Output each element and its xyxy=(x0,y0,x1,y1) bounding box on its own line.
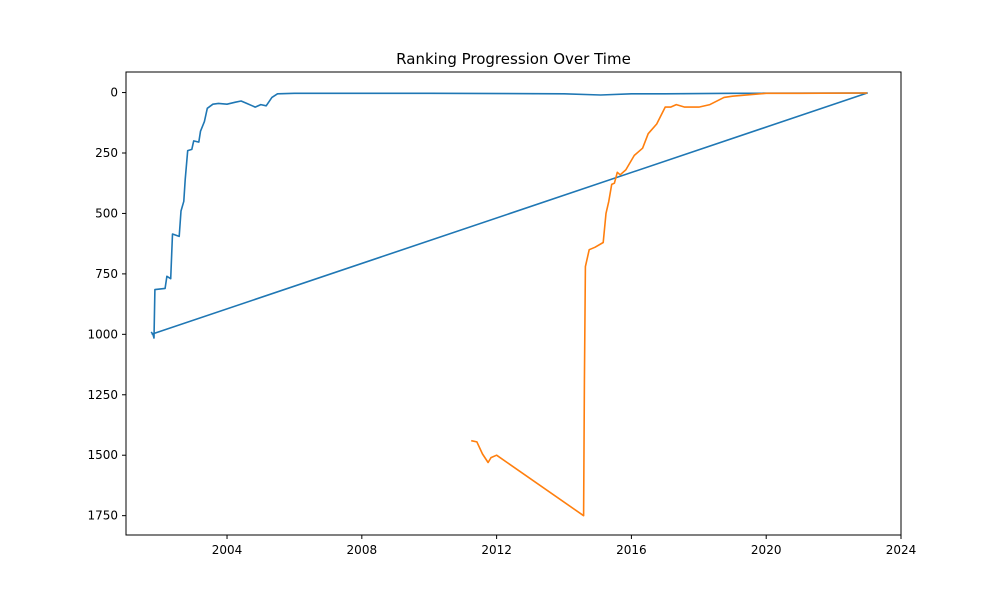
x-tick-label: 2004 xyxy=(212,543,243,557)
y-tick-label: 1500 xyxy=(87,448,118,462)
x-tick-label: 2012 xyxy=(481,543,512,557)
y-tick-label: 750 xyxy=(95,267,118,281)
x-tick-label: 2024 xyxy=(886,543,917,557)
y-tick-label: 1250 xyxy=(87,388,118,402)
x-axis: 2004 2008 2012 2016 2020 2024 xyxy=(212,535,917,557)
series-line-2 xyxy=(471,92,868,517)
y-tick-label: 1750 xyxy=(87,509,118,523)
series-layer xyxy=(150,92,869,517)
x-tick-label: 2020 xyxy=(751,543,782,557)
x-tick-label: 2016 xyxy=(616,543,647,557)
y-tick-label: 250 xyxy=(95,146,118,160)
plot-frame xyxy=(125,71,902,536)
series-line-1 xyxy=(150,92,869,339)
y-tick-label: 1000 xyxy=(87,327,118,341)
y-tick-label: 500 xyxy=(95,206,118,220)
chart-title: Ranking Progression Over Time xyxy=(396,50,631,68)
y-axis: 0 250 500 750 1000 1250 1500 1750 xyxy=(87,86,126,523)
y-tick-label: 0 xyxy=(110,86,118,100)
x-tick-label: 2008 xyxy=(347,543,378,557)
